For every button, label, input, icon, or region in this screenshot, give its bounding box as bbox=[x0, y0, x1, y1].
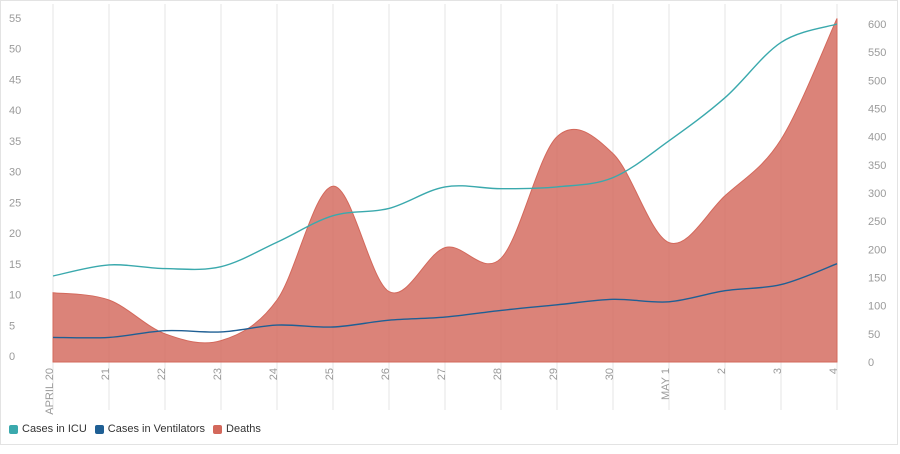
y-right-tick-label: 550 bbox=[868, 47, 886, 59]
x-tick-label: 29 bbox=[548, 368, 560, 380]
y-right-tick-label: 150 bbox=[868, 273, 886, 285]
x-tick-label: 28 bbox=[492, 368, 504, 380]
legend-swatch bbox=[213, 424, 223, 434]
x-tick-label: 30 bbox=[604, 368, 616, 380]
legend-swatch bbox=[9, 424, 18, 434]
y-right-tick-label: 250 bbox=[868, 216, 886, 228]
x-tick-label: MAY 1 bbox=[660, 368, 672, 400]
y-left-tick-label: 50 bbox=[9, 44, 21, 56]
legend-label: Cases in Ventilators bbox=[107, 423, 206, 435]
series-line-cases-in-ventilators bbox=[52, 263, 838, 339]
y-left-tick-label: 15 bbox=[9, 259, 21, 271]
y-right-tick-label: 200 bbox=[868, 244, 886, 256]
x-tick-label: 24 bbox=[268, 368, 280, 380]
x-tick-label: 22 bbox=[156, 368, 168, 380]
x-tick-label: 2 bbox=[716, 368, 728, 374]
y-left-tick-label: 45 bbox=[9, 74, 21, 86]
chart-legend: Cases in ICU Cases in Ventilators Deaths bbox=[9, 423, 261, 435]
y-right-tick-label: 500 bbox=[868, 75, 886, 87]
y-left-tick-label: 30 bbox=[9, 167, 21, 179]
y-left-tick-label: 25 bbox=[9, 197, 21, 209]
x-tick-label: 27 bbox=[436, 368, 448, 380]
y-right-tick-label: 400 bbox=[868, 132, 886, 144]
y-right-tick-label: 350 bbox=[868, 160, 886, 172]
x-tick-label: 3 bbox=[772, 368, 784, 374]
chart-frame bbox=[0, 0, 898, 445]
legend-item-deaths[interactable]: Deaths bbox=[213, 423, 261, 435]
series-area-deaths bbox=[52, 18, 838, 363]
x-tick-label: 26 bbox=[380, 368, 392, 380]
y-left-tick-label: 5 bbox=[9, 320, 15, 332]
y-left-tick-label: 10 bbox=[9, 290, 21, 302]
y-left-tick-label: 35 bbox=[9, 136, 21, 148]
y-right-tick-label: 0 bbox=[868, 357, 874, 369]
x-tick-label: 25 bbox=[324, 368, 336, 380]
legend-label: Deaths bbox=[226, 423, 261, 435]
legend-item-cases-in-icu[interactable]: Cases in ICU bbox=[9, 423, 87, 435]
legend-label: Cases in ICU bbox=[22, 423, 87, 435]
y-left-tick-label: 40 bbox=[9, 105, 21, 117]
x-tick-label: 23 bbox=[212, 368, 224, 380]
y-right-tick-label: 450 bbox=[868, 104, 886, 116]
y-right-tick-label: 50 bbox=[868, 329, 880, 341]
legend-swatch bbox=[94, 424, 104, 434]
series-line-cases-in-icu bbox=[52, 23, 838, 277]
y-left-tick-label: 55 bbox=[9, 13, 21, 25]
y-left-tick-label: 20 bbox=[9, 228, 21, 240]
y-right-tick-label: 100 bbox=[868, 301, 886, 313]
x-tick-label: 4 bbox=[828, 368, 840, 374]
x-tick-label: APRIL 20 bbox=[44, 368, 56, 415]
x-tick-label: 21 bbox=[100, 368, 112, 380]
y-right-tick-label: 600 bbox=[868, 19, 886, 31]
y-right-tick-label: 300 bbox=[868, 188, 886, 200]
legend-item-cases-in-ventilators[interactable]: Cases in Ventilators bbox=[94, 423, 206, 435]
y-left-tick-label: 0 bbox=[9, 351, 15, 363]
